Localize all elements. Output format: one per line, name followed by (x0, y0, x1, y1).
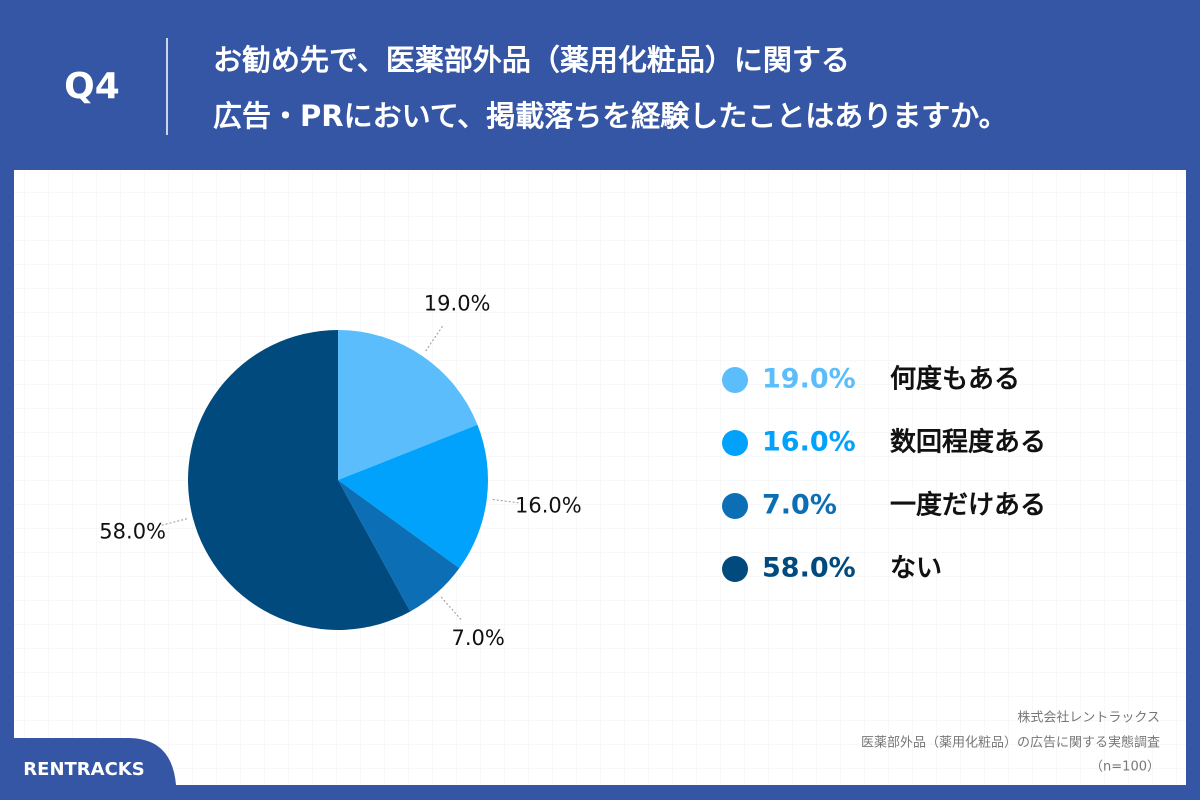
legend-label: 一度だけある (890, 490, 1046, 521)
leader-line (425, 325, 443, 352)
title-line: 広告・PRにおいて、掲載落ちを経験したことはありますか。 (213, 99, 1008, 133)
legend-value: 58.0% (762, 553, 856, 584)
pie-slice (188, 330, 411, 630)
leader-line (492, 499, 523, 504)
slice-label: 16.0% (515, 494, 582, 518)
pie-slice (338, 480, 460, 612)
leader-line (157, 518, 188, 527)
pie-slice (338, 330, 478, 480)
legend-dot (722, 493, 748, 519)
slice-label: 7.0% (452, 626, 505, 650)
question-label: Q4 (64, 66, 120, 107)
legend-label: ない (890, 554, 942, 584)
legend-value: 16.0% (762, 427, 856, 458)
slice-label: 19.0% (424, 292, 491, 316)
source: 医薬部外品（薬用化粧品）の広告に関する実態調査 (861, 735, 1160, 751)
legend-dot (722, 367, 748, 393)
legend-dot (722, 556, 748, 582)
legend-label: 数回程度ある (890, 427, 1046, 458)
leader-line (440, 596, 462, 620)
legend-dot (722, 430, 748, 456)
title-line: お勧め先で、医薬部外品（薬用化粧品）に関する (213, 43, 850, 77)
legend-value: 19.0% (762, 364, 856, 395)
legend-value: 7.0% (762, 490, 837, 521)
slice-label: 58.0% (99, 520, 166, 544)
pie-slice (338, 424, 488, 569)
logo: RENTRACKS (23, 759, 144, 780)
source: （n=100） (1090, 760, 1160, 775)
source: 株式会社レントラックス (1017, 710, 1160, 726)
logo-tab (0, 738, 176, 800)
legend-label: 何度もある (890, 364, 1020, 395)
